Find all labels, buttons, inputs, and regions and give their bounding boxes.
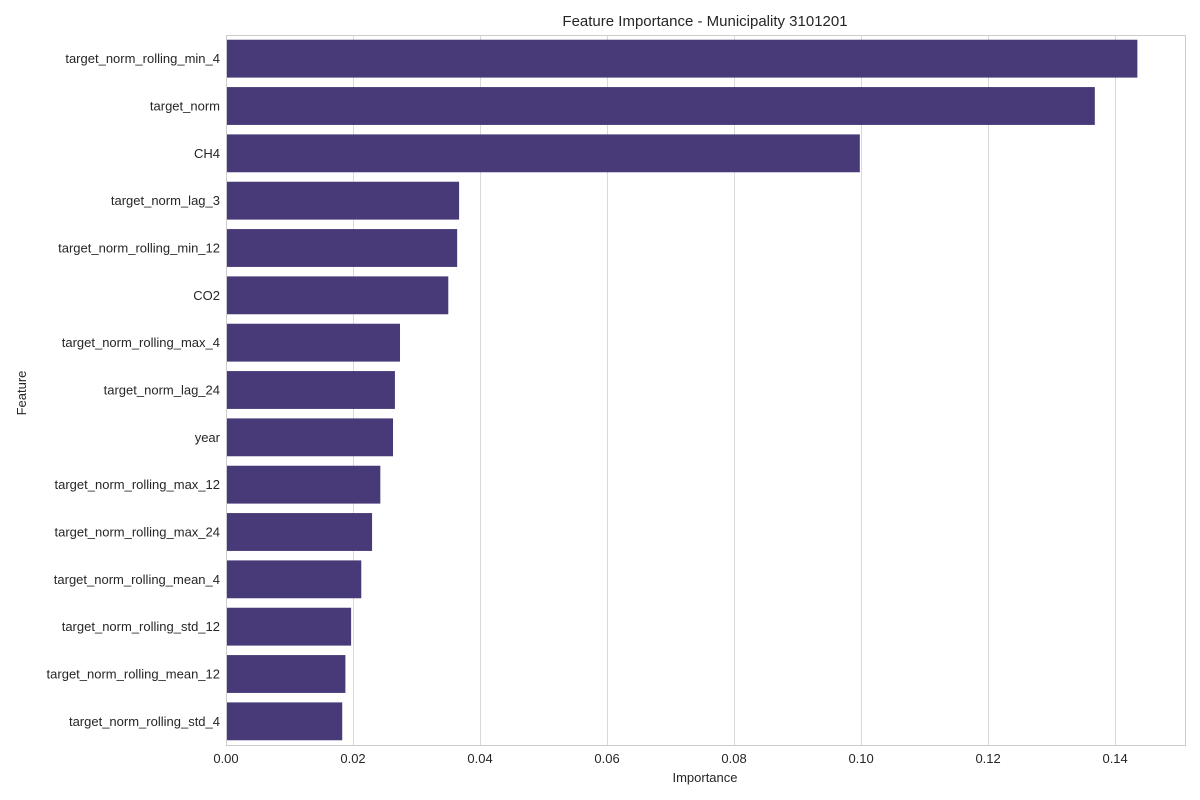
- y-tick-label: target_norm: [150, 99, 220, 114]
- bar: [226, 39, 1138, 78]
- bar: [226, 87, 1095, 125]
- y-tick-label: target_norm_lag_24: [104, 383, 220, 398]
- y-tick-label: target_norm_lag_3: [111, 193, 220, 208]
- chart-title: Feature Importance - Municipality 310120…: [562, 13, 847, 30]
- y-tick-label: target_norm_rolling_min_12: [58, 241, 220, 256]
- x-tick-label: 0.04: [467, 751, 492, 766]
- bar: [226, 513, 373, 551]
- y-tick-label: target_norm_rolling_mean_12: [47, 667, 220, 682]
- bar: [226, 229, 458, 267]
- y-tick-label: target_norm_rolling_min_4: [65, 51, 220, 66]
- y-tick-label: CO2: [193, 288, 220, 303]
- x-tick-label: 0.14: [1102, 751, 1127, 766]
- bar: [226, 465, 381, 504]
- x-tick-label: 0.06: [594, 751, 619, 766]
- y-tick-label: target_norm_rolling_std_4: [69, 714, 220, 729]
- x-tick-label: 0.00: [213, 751, 238, 766]
- y-tick-label: target_norm_rolling_mean_4: [54, 572, 220, 587]
- y-tick-label: target_norm_rolling_max_24: [55, 525, 220, 540]
- bar: [226, 418, 394, 457]
- bar: [226, 607, 352, 646]
- y-axis-label: Feature: [14, 371, 29, 416]
- x-tick-label: 0.10: [848, 751, 873, 766]
- bar: [226, 276, 449, 315]
- bar: [226, 181, 460, 220]
- bar: [226, 134, 860, 173]
- x-tick-label: 0.08: [721, 751, 746, 766]
- bar: [226, 655, 346, 693]
- y-tick-label: target_norm_rolling_std_12: [62, 619, 220, 634]
- plot-frame: [226, 35, 1186, 746]
- y-tick-label: year: [195, 430, 221, 445]
- bar: [226, 323, 401, 362]
- y-tick-label: CH4: [194, 146, 220, 161]
- bar: [226, 560, 362, 599]
- bar: [226, 702, 343, 741]
- x-tick-label: 0.02: [340, 751, 365, 766]
- tick-layer: 0.00 0.02 0.04 0.06 0.08 0.10 0.12 0.14 target_n…: [47, 51, 1128, 766]
- bar-layer: [226, 39, 1138, 741]
- x-axis-label: Importance: [672, 770, 737, 785]
- y-tick-label: target_norm_rolling_max_12: [55, 477, 220, 492]
- bar: [226, 371, 395, 409]
- x-tick-label: 0.12: [975, 751, 1000, 766]
- y-tick-label: target_norm_rolling_max_4: [62, 335, 220, 350]
